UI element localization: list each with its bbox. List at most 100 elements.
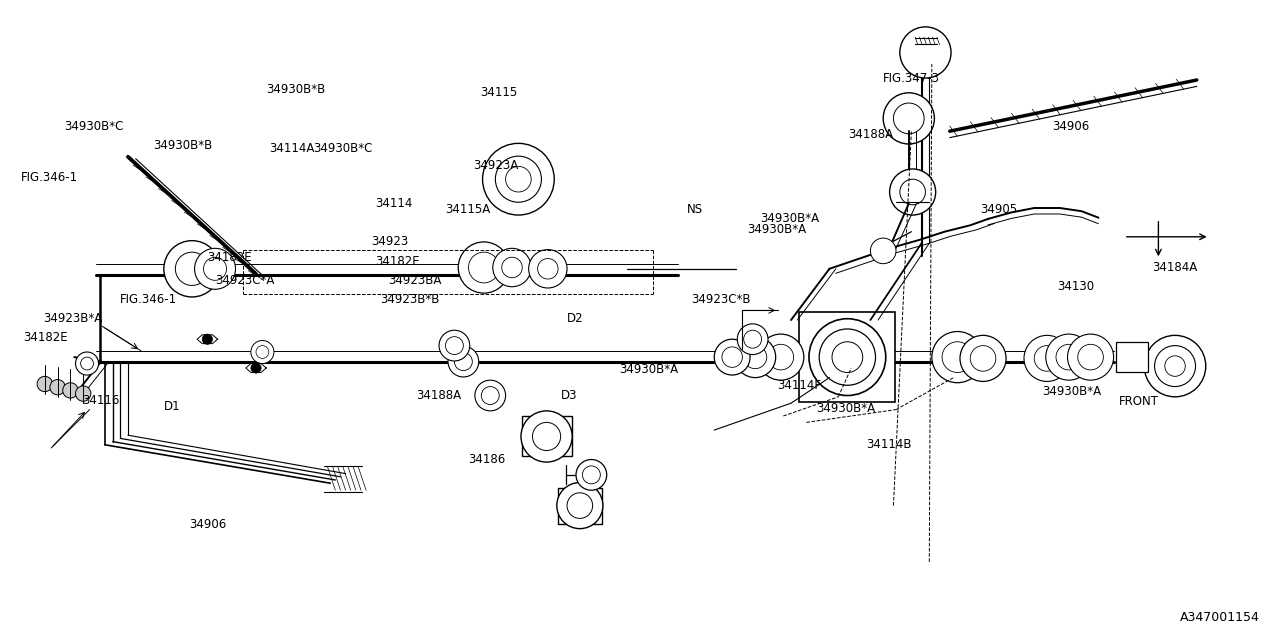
Text: 34923BA: 34923BA [388, 274, 442, 287]
Circle shape [819, 329, 876, 385]
Circle shape [448, 346, 479, 377]
Text: 34182E: 34182E [207, 251, 252, 264]
Circle shape [204, 257, 227, 280]
Text: NS: NS [687, 204, 704, 216]
Circle shape [81, 357, 93, 370]
Circle shape [735, 337, 776, 378]
Text: 34188A: 34188A [416, 389, 461, 402]
Text: FIG.347-3: FIG.347-3 [883, 72, 941, 84]
Circle shape [1034, 346, 1060, 371]
Text: FIG.346-1: FIG.346-1 [20, 172, 78, 184]
Circle shape [932, 332, 983, 383]
Text: 34923C*A: 34923C*A [215, 274, 274, 287]
Circle shape [63, 383, 78, 398]
Bar [1116, 342, 1148, 372]
Circle shape [529, 250, 567, 288]
Text: D2: D2 [567, 312, 584, 325]
Circle shape [521, 411, 572, 462]
Circle shape [164, 241, 220, 297]
Text: 34114A: 34114A [269, 142, 314, 155]
Text: 34182E: 34182E [23, 332, 68, 344]
Text: 34930B*C: 34930B*C [64, 120, 123, 133]
Text: 34923C*B: 34923C*B [691, 293, 750, 306]
Text: 34905: 34905 [980, 204, 1018, 216]
Text: 34188A: 34188A [849, 128, 893, 141]
Circle shape [458, 242, 509, 293]
Circle shape [506, 166, 531, 192]
Circle shape [1165, 356, 1185, 376]
Circle shape [538, 259, 558, 279]
Circle shape [495, 156, 541, 202]
Text: 34923: 34923 [371, 236, 408, 248]
Circle shape [481, 387, 499, 404]
Circle shape [445, 337, 463, 355]
Circle shape [483, 143, 554, 215]
Text: 34115: 34115 [480, 86, 517, 99]
Circle shape [76, 352, 99, 375]
Text: 34930B*A: 34930B*A [760, 212, 819, 225]
Text: 34906: 34906 [189, 518, 227, 531]
Circle shape [502, 257, 522, 278]
Circle shape [195, 248, 236, 289]
Circle shape [256, 346, 269, 358]
Text: 34116: 34116 [82, 394, 119, 406]
Circle shape [557, 483, 603, 529]
Circle shape [439, 330, 470, 361]
Circle shape [175, 252, 209, 285]
Circle shape [582, 466, 600, 484]
Circle shape [1155, 346, 1196, 387]
Circle shape [970, 346, 996, 371]
Text: 34114B: 34114B [867, 438, 913, 451]
Text: 34930B*A: 34930B*A [817, 402, 876, 415]
Text: 34930B*A: 34930B*A [620, 364, 678, 376]
Text: FIG.346-1: FIG.346-1 [120, 293, 178, 306]
Circle shape [883, 93, 934, 144]
Text: 34114F: 34114F [777, 379, 820, 392]
Circle shape [890, 169, 936, 215]
Circle shape [1144, 335, 1206, 397]
Circle shape [1068, 334, 1114, 380]
Text: 34923A: 34923A [474, 159, 518, 172]
Circle shape [870, 238, 896, 264]
Circle shape [567, 493, 593, 518]
Circle shape [960, 335, 1006, 381]
Text: 34923B*A: 34923B*A [44, 312, 102, 325]
Text: 34930B*B: 34930B*B [154, 140, 212, 152]
Circle shape [468, 252, 499, 283]
Text: 34923B*B: 34923B*B [380, 293, 439, 306]
Circle shape [714, 339, 750, 375]
Text: 34930B*C: 34930B*C [314, 142, 372, 155]
Circle shape [251, 340, 274, 364]
Circle shape [454, 353, 472, 371]
Circle shape [758, 334, 804, 380]
Circle shape [832, 342, 863, 372]
Circle shape [37, 376, 52, 392]
Circle shape [1056, 344, 1082, 370]
Text: FRONT: FRONT [1119, 396, 1158, 408]
Circle shape [493, 248, 531, 287]
Bar [558, 488, 602, 524]
Circle shape [722, 347, 742, 367]
Text: 34930B*A: 34930B*A [748, 223, 806, 236]
Circle shape [475, 380, 506, 411]
Circle shape [737, 324, 768, 355]
Text: 34114: 34114 [375, 197, 412, 210]
Bar [521, 417, 572, 456]
Circle shape [942, 342, 973, 372]
Text: 34930B*B: 34930B*B [266, 83, 325, 96]
Circle shape [744, 330, 762, 348]
Circle shape [744, 346, 767, 369]
Circle shape [251, 363, 261, 373]
Circle shape [900, 179, 925, 205]
Circle shape [1024, 335, 1070, 381]
Circle shape [202, 334, 212, 344]
Text: 34182E: 34182E [375, 255, 420, 268]
Circle shape [809, 319, 886, 396]
Text: 34906: 34906 [1052, 120, 1089, 133]
Text: 34186: 34186 [468, 453, 506, 466]
Circle shape [1046, 334, 1092, 380]
Text: A347001154: A347001154 [1180, 611, 1260, 624]
Text: D3: D3 [561, 389, 577, 402]
Circle shape [532, 422, 561, 451]
Text: 34130: 34130 [1057, 280, 1094, 293]
